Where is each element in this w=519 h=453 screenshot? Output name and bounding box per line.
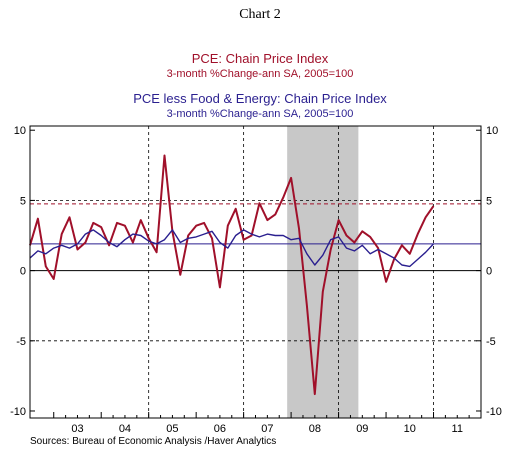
y-tick-label-right: -5 [486,336,496,348]
series-line-1 [29,154,435,396]
series-line-2 [29,229,435,268]
x-tick-label: 09 [356,423,368,435]
x-tick-label: 07 [261,423,273,435]
x-tick-label: 05 [166,423,178,435]
source-note: Sources: Bureau of Economic Analysis /Ha… [30,436,276,447]
y-tick-label-left: 10 [14,125,26,137]
y-tick-label-right: 5 [486,195,492,207]
legend-series-1-name: PCE: Chain Price Index [192,51,329,66]
x-tick-label: 08 [309,423,321,435]
y-tick-label-left: -10 [10,406,26,418]
legend-series-2-subtitle: 3-month %Change-ann SA, 2005=100 [167,108,354,120]
plot-frame [29,125,482,419]
y-tick-label-left: 0 [20,266,26,278]
plot-area: 10 10 5 5 0 0 -5 -5 -10 -10 03 04 05 06 07 08 09 10 11 [10,125,502,435]
legend-series-1-subtitle: 3-month %Change-ann SA, 2005=100 [167,68,354,80]
y-tick-label-right: 0 [486,266,492,278]
recession-shading [287,126,359,418]
chart-title: Chart 2 [239,7,281,22]
x-tick-label: 03 [71,423,83,435]
x-tick-label: 10 [404,423,416,435]
y-tick-label-right: -10 [486,406,502,418]
x-tick-label: 06 [214,423,226,435]
legend-series-2-name: PCE less Food & Energy: Chain Price Inde… [133,91,387,106]
y-tick-label-right: 10 [486,125,498,137]
y-tick-label-left: -5 [16,336,26,348]
x-tick-label: 04 [119,423,131,435]
x-tick-label: 11 [452,423,463,435]
y-tick-label-left: 5 [20,195,26,207]
